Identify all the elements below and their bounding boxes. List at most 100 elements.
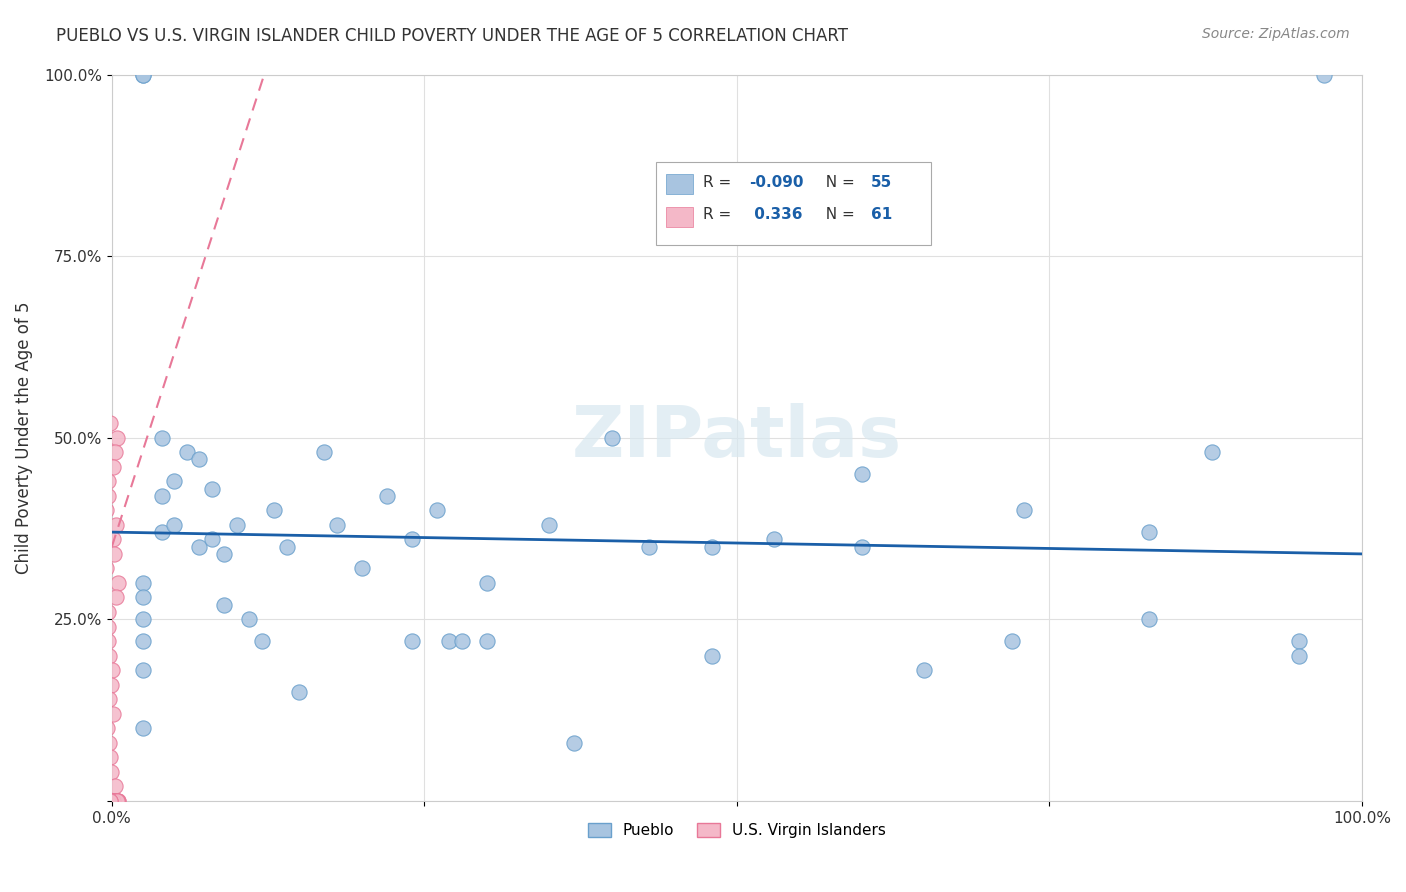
Point	[97, 619, 120, 633]
FancyBboxPatch shape	[665, 207, 693, 227]
Point	[150, 489, 173, 503]
Point	[201, 533, 224, 547]
Point	[188, 452, 211, 467]
Point	[104, 794, 127, 808]
Point	[132, 721, 155, 735]
Point	[94, 561, 117, 575]
Point	[107, 794, 129, 808]
Point	[97, 794, 120, 808]
Point	[103, 547, 125, 561]
Point	[96, 794, 118, 808]
Point	[101, 663, 124, 677]
Point	[132, 612, 155, 626]
Point	[288, 685, 311, 699]
Text: N =: N =	[815, 175, 859, 189]
Point	[375, 489, 398, 503]
Point	[214, 547, 236, 561]
Point	[96, 503, 118, 517]
Point	[105, 517, 128, 532]
Y-axis label: Child Poverty Under the Age of 5: Child Poverty Under the Age of 5	[15, 301, 32, 574]
Point	[188, 540, 211, 554]
Point	[1201, 445, 1223, 459]
Point	[104, 780, 127, 794]
Point	[201, 482, 224, 496]
Point	[101, 794, 124, 808]
Point	[101, 794, 124, 808]
Point	[101, 794, 124, 808]
Legend: Pueblo, U.S. Virgin Islanders: Pueblo, U.S. Virgin Islanders	[582, 817, 893, 844]
Point	[214, 598, 236, 612]
Point	[700, 540, 723, 554]
Point	[98, 416, 121, 430]
Point	[94, 794, 117, 808]
Point	[98, 648, 121, 663]
Point	[104, 794, 127, 808]
Point	[350, 561, 373, 575]
Point	[763, 533, 786, 547]
Point	[225, 517, 247, 532]
Point	[104, 591, 127, 605]
Text: R =: R =	[703, 175, 737, 189]
Point	[163, 517, 186, 532]
Point	[98, 750, 121, 764]
Point	[326, 517, 349, 532]
Point	[104, 445, 127, 459]
Point	[107, 576, 129, 591]
Point	[132, 576, 155, 591]
Text: 61: 61	[870, 207, 891, 222]
Point	[132, 663, 155, 677]
Point	[132, 634, 155, 648]
Point	[851, 540, 873, 554]
Point	[101, 459, 124, 474]
Point	[851, 467, 873, 481]
Point	[100, 764, 122, 779]
FancyBboxPatch shape	[665, 174, 693, 194]
Point	[101, 794, 124, 808]
Point	[401, 634, 423, 648]
Point	[98, 736, 121, 750]
Point	[96, 489, 118, 503]
Point	[96, 794, 118, 808]
Point	[96, 721, 118, 735]
Text: -0.090: -0.090	[749, 175, 804, 189]
Point	[107, 431, 129, 445]
Point	[564, 736, 586, 750]
Point	[98, 692, 121, 706]
Point	[451, 634, 474, 648]
Point	[401, 533, 423, 547]
Point	[100, 794, 122, 808]
Point	[250, 634, 273, 648]
Point	[475, 576, 498, 591]
Point	[103, 794, 125, 808]
Point	[1014, 503, 1036, 517]
Point	[132, 68, 155, 82]
Point	[97, 794, 120, 808]
Point	[163, 475, 186, 489]
Point	[103, 706, 125, 721]
Point	[105, 794, 128, 808]
Point	[94, 794, 117, 808]
Point	[700, 648, 723, 663]
Point	[101, 533, 124, 547]
Point	[276, 540, 298, 554]
Text: R =: R =	[703, 207, 737, 222]
Point	[638, 540, 661, 554]
Point	[1139, 612, 1161, 626]
Point	[314, 445, 336, 459]
Point	[439, 634, 461, 648]
Point	[100, 794, 122, 808]
Point	[912, 663, 935, 677]
Point	[97, 605, 120, 619]
Text: 0.336: 0.336	[749, 207, 803, 222]
Point	[107, 794, 129, 808]
Point	[98, 794, 121, 808]
Text: N =: N =	[815, 207, 859, 222]
Point	[150, 431, 173, 445]
Point	[150, 525, 173, 540]
Point	[1139, 525, 1161, 540]
Point	[97, 794, 120, 808]
Point	[101, 794, 124, 808]
Point	[103, 794, 125, 808]
Point	[98, 794, 121, 808]
Point	[105, 794, 128, 808]
